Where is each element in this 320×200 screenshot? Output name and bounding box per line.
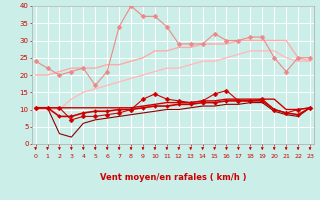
X-axis label: Vent moyen/en rafales ( km/h ): Vent moyen/en rafales ( km/h )	[100, 173, 246, 182]
